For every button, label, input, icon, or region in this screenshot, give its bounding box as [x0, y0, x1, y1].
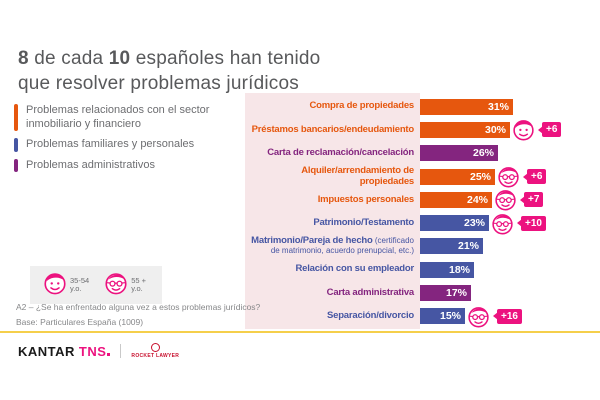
kantar-tns-logo: KANTAR TNS: [18, 343, 111, 359]
delta-badge: +6: [542, 122, 562, 138]
young-adult-face-icon: [513, 120, 534, 141]
senior-face-icon: [468, 306, 489, 328]
bar: 26%: [420, 145, 498, 162]
delta-badge: +10: [521, 215, 546, 231]
value-label: 26%: [472, 147, 494, 160]
category-label: Compra de propiedades: [309, 100, 414, 112]
age-legend-old-label: 55 + y.o.: [131, 275, 146, 293]
rocket-lawyer-ring-icon: [150, 343, 160, 352]
bar: 25%: [420, 168, 495, 185]
chart-row: Patrimonio/Testamento 23% +10: [245, 211, 597, 235]
chart-row: Relación con su empleador 18%: [245, 258, 597, 281]
legend-label: Problemas familiares y personales: [26, 138, 195, 150]
chart-row: Alquiler/arrendamiento de propiedades 25%…: [245, 165, 597, 188]
category-label: Préstamos bancarios/endeudamiento: [251, 123, 415, 135]
bar: 24%: [420, 191, 492, 208]
survey-question-footnote: A2 – ¿Se ha enfrentado alguna vez a esto…: [16, 302, 261, 312]
value-label: 30%: [484, 123, 506, 136]
bar: 18%: [420, 261, 474, 278]
young-adult-face-icon-slot: [42, 270, 68, 301]
legend-item-administrativos: Problemas administrativos: [14, 158, 224, 172]
value-label: 18%: [448, 263, 470, 276]
value-label: 21%: [457, 240, 479, 253]
footer-divider-line: [0, 331, 600, 333]
legend-item-familiares-personales: Problemas familiares y personales: [14, 138, 224, 152]
chart-row: Carta administrativa 17%: [245, 281, 597, 304]
category-label: Alquiler/arrendamiento de propiedades: [301, 165, 414, 187]
chart-row: Impuestos personales 24% +7: [245, 188, 597, 211]
tns-logo-text: TNS: [78, 343, 107, 359]
category-label: Patrimonio/Testamento: [313, 216, 414, 228]
bar: 30%: [420, 121, 510, 138]
rocket-lawyer-logo: ROCKET LAWYER: [131, 343, 179, 359]
chart-row: Carta de reclamación/cancelación 26%: [245, 142, 597, 165]
title-text: 8: [18, 48, 29, 69]
title-line-2: que resolver problemas jurídicos: [18, 73, 299, 94]
title-line-1: 8 de cada 10 españoles han tenido: [18, 46, 320, 71]
bar: 21%: [420, 238, 483, 255]
senior-face-icon-slot: [103, 270, 129, 301]
chart-row: Matrimonio/Pareja de hecho (certificado …: [245, 235, 597, 258]
value-label: 17%: [445, 287, 467, 300]
senior-face-icon: [105, 272, 127, 294]
young-adult-face-icon: [44, 272, 66, 294]
legend-label: Problemas administrativos: [26, 158, 155, 171]
survey-base-note: Base: Particulares España (1009): [16, 317, 144, 327]
category-label: Matrimonio/Pareja de hecho (certificado …: [251, 234, 414, 256]
rocket-lawyer-logo-text: ROCKET LAWYER: [131, 353, 180, 359]
page-title: 8 de cada 10 españoles han tenido que re…: [18, 46, 320, 96]
chart-row: Separación/divorcio 15% +16: [245, 305, 597, 328]
senior-face-icon: [492, 213, 513, 235]
category-legend: Problemas relacionados con el sector inm…: [14, 104, 224, 172]
footer: KANTAR TNS ROCKET LAWYER: [18, 343, 179, 359]
legend-label: Problemas relacionados con el sector inm…: [26, 104, 210, 130]
category-label: Relación con su empleador: [295, 263, 414, 275]
category-label: Impuestos personales: [317, 193, 415, 205]
legend-swatch-icon: [14, 158, 18, 172]
age-legend-young: 35-54 y.o.: [42, 270, 89, 301]
value-label: 25%: [469, 170, 491, 183]
senior-face-icon: [495, 190, 516, 211]
delta-badge: +6: [527, 169, 547, 185]
bar: 23%: [420, 215, 489, 232]
category-label: Carta de reclamación/cancelación: [267, 146, 414, 158]
bar: 31%: [420, 98, 513, 115]
bar-chart: Compra de propiedades 31% Préstamos bancar…: [245, 95, 597, 328]
bar: 15%: [420, 308, 465, 325]
legend-swatch-icon: [14, 104, 18, 131]
delta-badge: +16: [497, 308, 522, 324]
chart-row: Préstamos bancarios/endeudamiento 30% +6: [245, 118, 597, 141]
value-label: 15%: [439, 310, 461, 323]
age-legend: 35-54 y.o. 55 + y.o.: [30, 266, 162, 304]
senior-face-icon: [498, 167, 519, 188]
title-text: 10: [108, 48, 131, 69]
age-legend-young-label: 35-54 y.o.: [70, 275, 90, 293]
chart-row: Compra de propiedades 31%: [245, 95, 597, 118]
delta-badge: +7: [524, 192, 544, 208]
legend-item-inmobiliario-financiero: Problemas relacionados con el sector inm…: [14, 104, 224, 131]
category-label: Separación/divorcio: [326, 310, 414, 322]
value-label: 24%: [466, 193, 488, 206]
age-legend-old: 55 + y.o.: [103, 270, 146, 301]
tns-logo-mark: [107, 352, 111, 356]
category-sublabel: (certificado de matrimonio, acuerdo pren…: [270, 235, 414, 256]
value-label: 31%: [487, 100, 509, 113]
logo-divider: [120, 344, 122, 358]
value-label: 23%: [463, 217, 485, 230]
title-text: de cada: [28, 48, 109, 69]
legend-swatch-icon: [14, 138, 18, 152]
title-text: españoles han tenido: [130, 48, 321, 69]
kantar-logo-text: KANTAR: [18, 343, 75, 359]
category-label: Carta administrativa: [326, 286, 415, 298]
label-background-panel: [245, 93, 420, 329]
bar: 17%: [420, 285, 471, 302]
